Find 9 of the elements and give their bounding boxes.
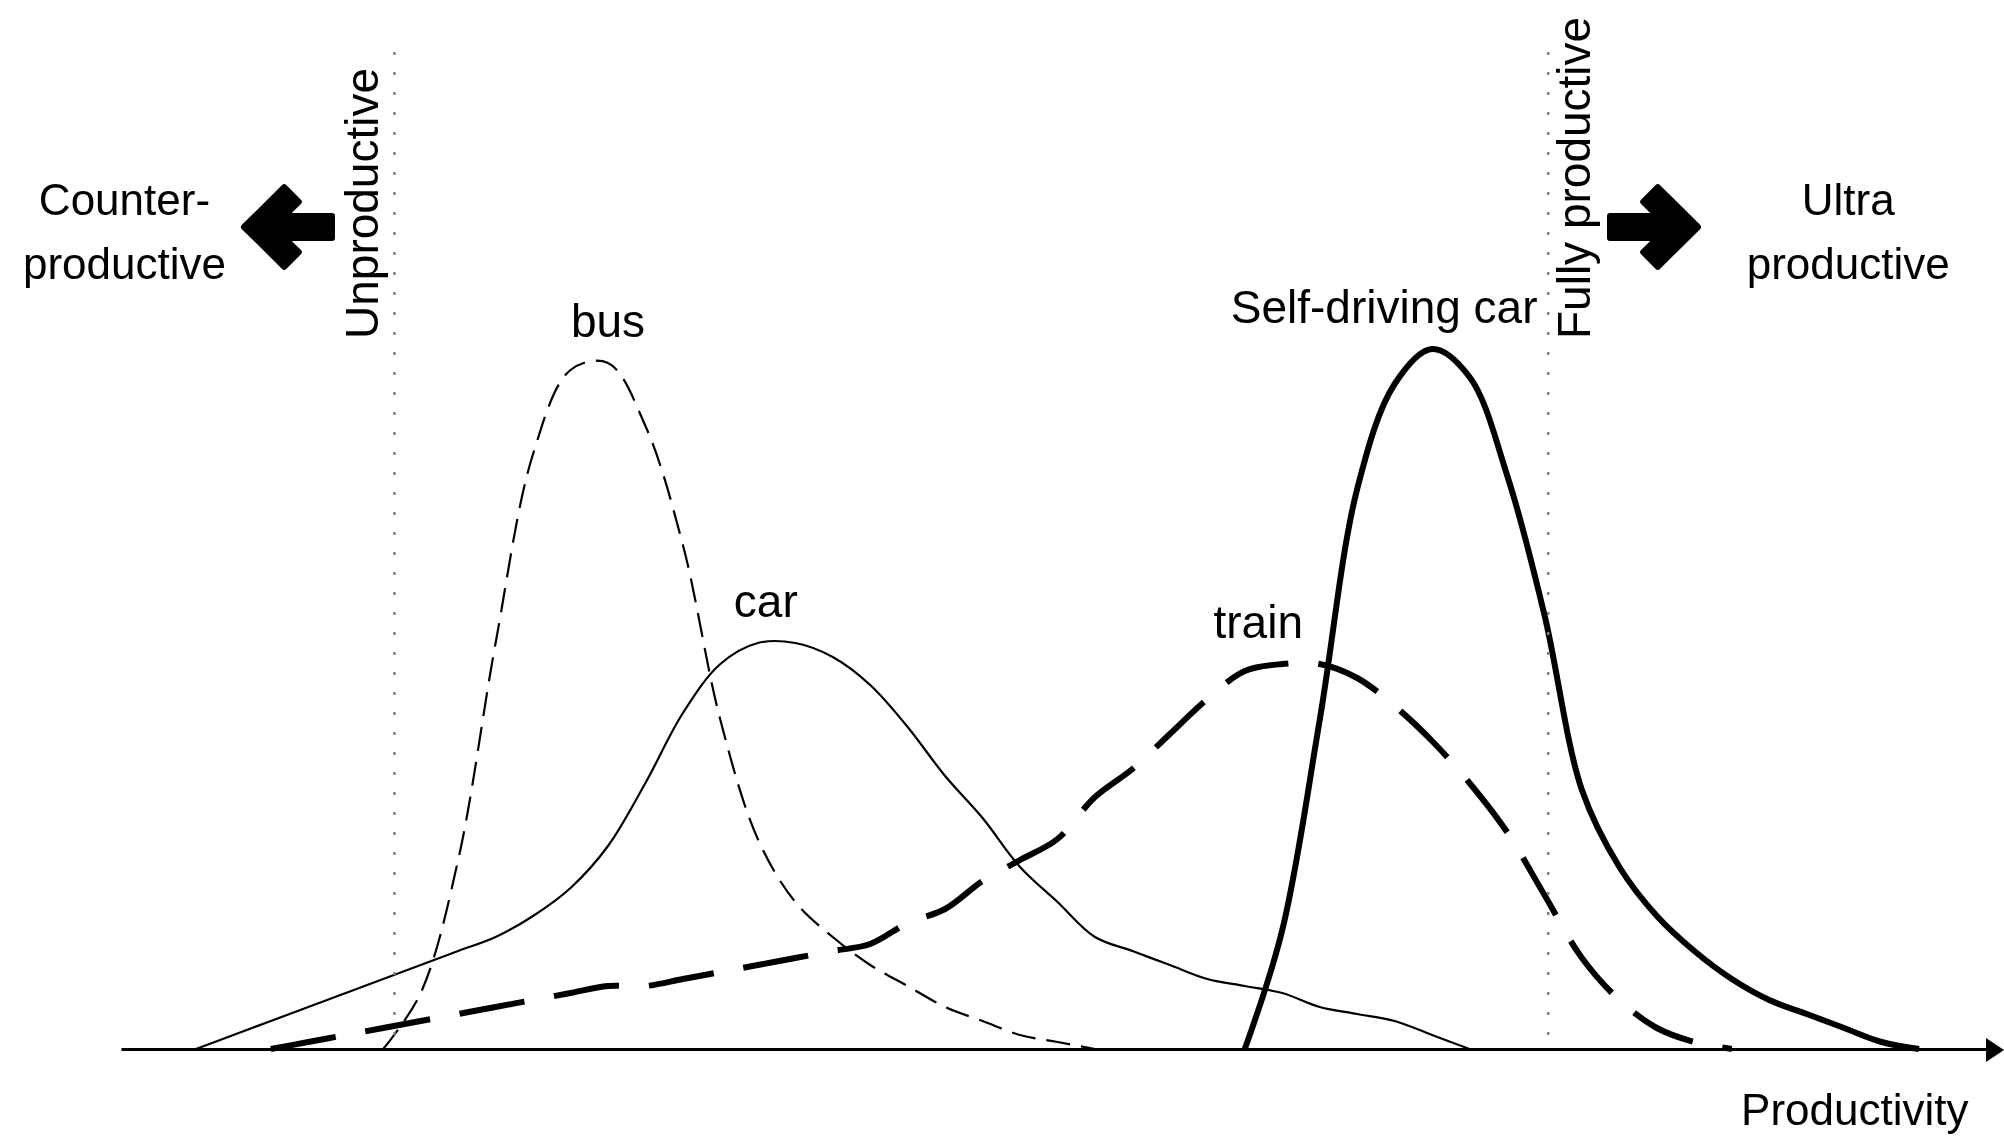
text: Ultra productive [1745,174,1951,290]
text: Fully productive [1548,16,1601,339]
text: Counter-productive [21,174,227,290]
x-axis-title: Productivity [1741,1084,1969,1134]
text: Unproductive [336,67,389,339]
series-label: Self-driving car [1230,281,1538,333]
series-label: bus [570,295,646,347]
series-label: train [1213,596,1303,648]
series-label: car [733,575,798,627]
